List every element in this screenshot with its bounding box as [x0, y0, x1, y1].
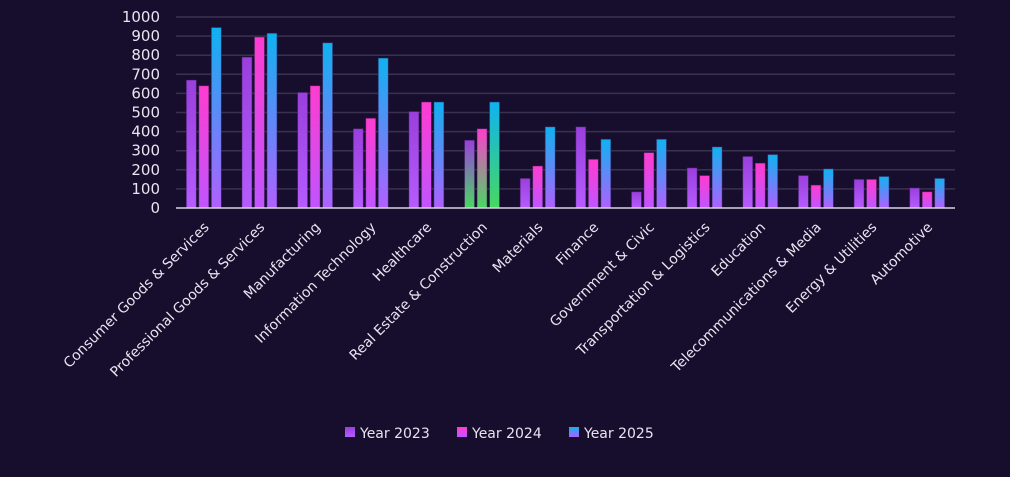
y-tick-label: 100 [131, 180, 160, 198]
x-tick-label: Education [708, 220, 769, 281]
bar-year-2023 [352, 128, 364, 209]
bar-year-2025 [822, 168, 834, 209]
bar-year-2024 [754, 162, 766, 209]
bar-year-2024 [532, 165, 544, 209]
y-tick-label: 400 [131, 123, 160, 141]
legend-label: Year 2025 [583, 426, 654, 442]
bar-year-2023 [631, 191, 642, 209]
legend-swatch [569, 427, 579, 437]
bar-year-2023 [241, 56, 253, 209]
bar-year-2024 [587, 158, 599, 209]
bar-year-2023 [797, 175, 809, 209]
y-tick-label: 700 [131, 65, 160, 83]
bar-year-2024 [921, 191, 933, 209]
y-tick-label: 300 [131, 142, 160, 160]
y-tick-label: 500 [131, 104, 160, 122]
bar-year-2024 [198, 85, 210, 209]
bar-year-2023 [464, 139, 475, 209]
bar-year-2023 [519, 177, 531, 209]
bar-year-2025 [934, 177, 946, 209]
bar-year-2023 [909, 187, 921, 209]
bar-year-2023 [575, 126, 587, 209]
bar-year-2025 [489, 101, 500, 209]
legend-label: Year 2024 [471, 426, 542, 442]
bar-year-2024 [699, 175, 711, 209]
bar-year-2025 [210, 27, 222, 209]
bar-year-2023 [408, 111, 420, 209]
legend-swatch [345, 427, 355, 437]
bar-year-2025 [322, 42, 334, 209]
bar-year-2023 [742, 156, 754, 209]
legend-item[interactable]: Year 2023 [345, 426, 430, 442]
bar-year-2024 [810, 184, 822, 209]
bar-year-2024 [420, 101, 432, 209]
bar-year-2023 [185, 79, 197, 209]
y-tick-label: 0 [150, 199, 160, 217]
legend-item[interactable]: Year 2025 [569, 426, 654, 442]
bar-year-2025 [377, 57, 389, 209]
bar-year-2024 [309, 85, 321, 209]
bar-year-2024 [254, 36, 265, 209]
y-tick-label: 800 [131, 46, 160, 64]
gridlines [176, 16, 955, 190]
bar-year-2025 [600, 138, 612, 209]
x-tick-label: Materials [490, 220, 547, 277]
x-tick-label: Finance [553, 220, 602, 269]
bar-year-2025 [433, 101, 445, 209]
legend-label: Year 2023 [359, 426, 430, 442]
bar-year-2025 [767, 154, 779, 209]
bar-year-2023 [297, 92, 309, 209]
legend: Year 2023 Year 2024 Year 2025 [345, 426, 654, 442]
bar-year-2024 [365, 117, 377, 209]
bar-year-2025 [656, 138, 667, 209]
legend-item[interactable]: Year 2024 [457, 426, 542, 442]
bars [185, 27, 946, 209]
bar-year-2023 [686, 167, 698, 209]
bar-year-2024 [866, 178, 877, 209]
y-tick-label: 1000 [122, 8, 160, 26]
bar-year-2025 [544, 126, 556, 209]
bar-year-2024 [643, 152, 655, 209]
bar-year-2023 [853, 178, 865, 209]
bar-year-2024 [476, 128, 488, 209]
bar-year-2025 [878, 176, 890, 209]
y-tick-label: 600 [131, 84, 160, 102]
bar-year-2025 [266, 32, 278, 209]
y-tick-label: 900 [131, 27, 160, 45]
legend-swatch [457, 427, 467, 437]
y-tick-label: 200 [131, 161, 160, 179]
x-tick-label: Government & Civic [547, 220, 658, 331]
bar-year-2025 [711, 146, 723, 209]
